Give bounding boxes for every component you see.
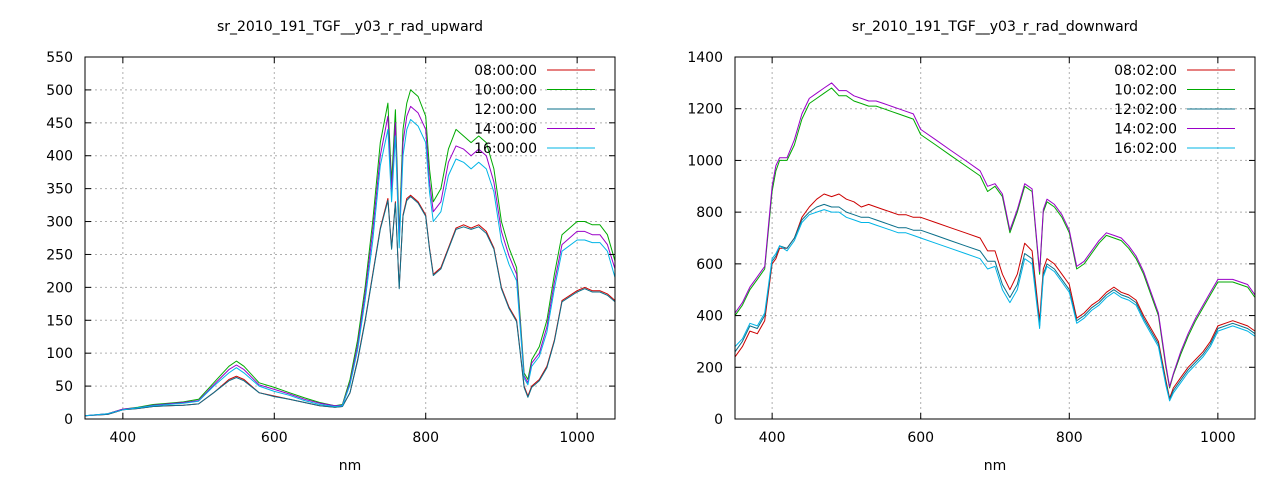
chart2-series-2-line <box>734 87 1256 389</box>
chart2-xtick-label: 800 <box>1056 430 1083 446</box>
chart2-xtick-label: 400 <box>759 430 786 446</box>
chart1-ytick-label: 500 <box>46 83 73 99</box>
chart2-xtick-label: 600 <box>907 430 934 446</box>
chart2-ytick-label: 600 <box>696 257 723 273</box>
chart2-legend-label-1: 08:02:00 <box>1114 63 1177 79</box>
chart1-series-2-line <box>84 89 616 417</box>
chart2-plot-frame <box>734 56 1256 420</box>
chart2-legend-label-4: 14:02:00 <box>1114 122 1177 138</box>
chart1-xtick-label: 1000 <box>559 430 595 446</box>
chart1-legend-label-5: 16:00:00 <box>474 141 537 157</box>
chart2-legend-label-5: 16:02:00 <box>1114 141 1177 157</box>
chart2-legend-label-2: 10:02:00 <box>1114 83 1177 99</box>
chart1-ytick-label: 150 <box>46 313 73 329</box>
chart1-ytick-label: 350 <box>46 182 73 198</box>
chart2-ytick-label: 1000 <box>687 153 723 169</box>
chart1-legend-label-2: 10:00:00 <box>474 83 537 99</box>
chart2-series-5-line <box>734 209 1256 402</box>
chart1-ytick-label: 450 <box>46 116 73 132</box>
chart1-plot-frame <box>84 56 616 420</box>
chart2-ytick-label: 1200 <box>687 102 723 118</box>
chart1-series-5-line <box>84 119 616 417</box>
chart2-series-4-line <box>734 82 1256 388</box>
chart2-legend-label-3: 12:02:00 <box>1114 102 1177 118</box>
chart1-ytick-label: 400 <box>46 149 73 165</box>
chart1-legend-label-3: 12:00:00 <box>474 102 537 118</box>
chart2-ytick-label: 200 <box>696 360 723 376</box>
chart1-ytick-label: 250 <box>46 247 73 263</box>
chart2-ytick-label: 0 <box>714 412 723 428</box>
chart1-xtick-label: 400 <box>109 430 136 446</box>
chart1-xtick-label: 600 <box>261 430 288 446</box>
chart2-ytick-label: 1400 <box>687 50 723 66</box>
chart1-x-axis-label: nm <box>339 458 362 474</box>
chart2-title: sr_2010_191_TGF__y03_r_rad_downward <box>852 19 1138 35</box>
chart1-title: sr_2010_191_TGF__y03_r_rad_upward <box>217 19 483 35</box>
chart1-xtick-label: 800 <box>412 430 439 446</box>
chart1-ytick-label: 100 <box>46 346 73 362</box>
chart1-series-1-line <box>84 194 616 417</box>
chart2-x-axis-label: nm <box>984 458 1007 474</box>
chart2-ytick-label: 800 <box>696 205 723 221</box>
chart2-ytick-label: 400 <box>696 309 723 325</box>
chart1-ytick-label: 0 <box>64 412 73 428</box>
chart1-ytick-label: 300 <box>46 215 73 231</box>
chart1-ytick-label: 200 <box>46 280 73 296</box>
chart1-ytick-label: 550 <box>46 50 73 66</box>
chart1-ytick-label: 50 <box>55 379 73 395</box>
chart1-legend-label-1: 08:00:00 <box>474 63 537 79</box>
chart1-legend-label-4: 14:00:00 <box>474 122 537 138</box>
chart1-series-3-line <box>84 196 616 417</box>
chart1-series-4-line <box>84 105 616 417</box>
chart2-series-3-line <box>734 203 1256 401</box>
chart2-xtick-label: 1000 <box>1200 430 1236 446</box>
